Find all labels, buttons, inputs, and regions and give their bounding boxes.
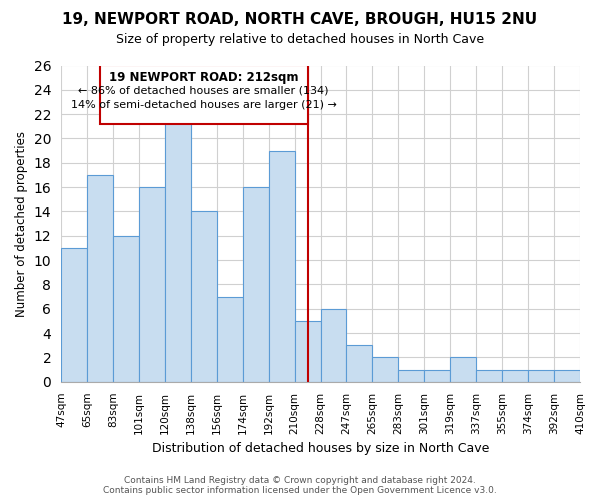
Text: ← 86% of detached houses are smaller (134): ← 86% of detached houses are smaller (13… <box>79 86 329 96</box>
Bar <box>295 321 320 382</box>
Bar <box>424 370 450 382</box>
Bar <box>554 370 580 382</box>
Text: Size of property relative to detached houses in North Cave: Size of property relative to detached ho… <box>116 32 484 46</box>
FancyBboxPatch shape <box>100 66 308 124</box>
Text: 14% of semi-detached houses are larger (21) →: 14% of semi-detached houses are larger (… <box>71 100 337 110</box>
Bar <box>476 370 502 382</box>
Text: Contains HM Land Registry data © Crown copyright and database right 2024.
Contai: Contains HM Land Registry data © Crown c… <box>103 476 497 495</box>
X-axis label: Distribution of detached houses by size in North Cave: Distribution of detached houses by size … <box>152 442 489 455</box>
Bar <box>502 370 528 382</box>
Bar <box>346 346 373 382</box>
Bar <box>450 358 476 382</box>
Bar <box>113 236 139 382</box>
Bar <box>528 370 554 382</box>
Bar <box>320 309 346 382</box>
Bar <box>398 370 424 382</box>
Bar <box>87 175 113 382</box>
Text: 19 NEWPORT ROAD: 212sqm: 19 NEWPORT ROAD: 212sqm <box>109 71 298 84</box>
Bar <box>242 187 269 382</box>
Bar <box>217 296 242 382</box>
Bar <box>269 150 295 382</box>
Bar <box>139 187 165 382</box>
Bar <box>165 102 191 382</box>
Bar <box>373 358 398 382</box>
Bar <box>61 248 87 382</box>
Text: 19, NEWPORT ROAD, NORTH CAVE, BROUGH, HU15 2NU: 19, NEWPORT ROAD, NORTH CAVE, BROUGH, HU… <box>62 12 538 28</box>
Y-axis label: Number of detached properties: Number of detached properties <box>15 130 28 316</box>
Bar <box>191 212 217 382</box>
